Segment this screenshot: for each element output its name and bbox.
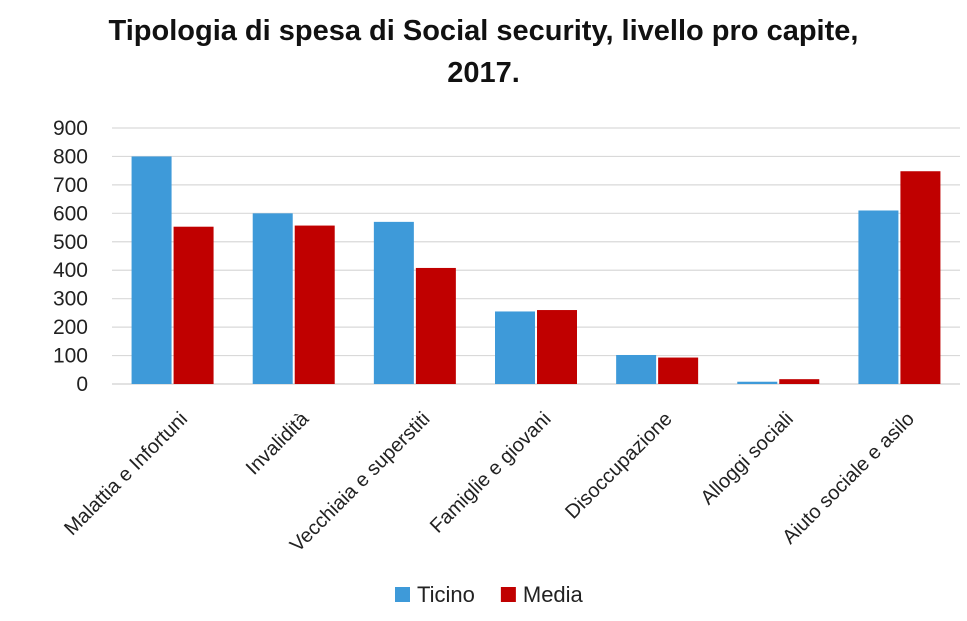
legend-label: Media — [523, 582, 584, 607]
bar-ticino — [131, 156, 172, 384]
x-category-label: Malattia e Infortuni — [60, 408, 192, 540]
y-tick-label: 100 — [53, 345, 88, 368]
bar-ticino — [373, 221, 414, 384]
chart-title: Tipologia di spesa di Social security, l… — [0, 10, 967, 94]
bar-ticino — [616, 354, 657, 384]
legend-item-media: Media — [500, 582, 584, 607]
legend-swatch — [395, 587, 410, 602]
bar-media — [294, 225, 335, 384]
x-category-label: Alloggi sociali — [697, 408, 798, 509]
bar-media — [173, 226, 214, 384]
bar-media — [900, 171, 941, 384]
y-tick-label: 800 — [53, 145, 88, 168]
y-tick-label: 200 — [53, 316, 88, 339]
x-category-label: Disoccupazione — [561, 408, 676, 523]
y-tick-label: 900 — [53, 117, 88, 140]
bars — [131, 156, 941, 384]
bar-ticino — [495, 311, 535, 384]
x-axis-category-labels: Malattia e Infortuni InvaliditàVecchiaia … — [60, 407, 919, 556]
legend-item-ticino: Ticino — [395, 582, 475, 607]
bar-media — [415, 267, 456, 384]
bar-ticino — [737, 381, 778, 384]
y-tick-label: 400 — [53, 259, 88, 282]
bar-media — [537, 310, 577, 384]
y-tick-label: 700 — [53, 174, 88, 197]
chart-title-line-1: Tipologia di spesa di Social security, l… — [108, 15, 859, 47]
bar-media — [779, 379, 820, 384]
bar-media — [658, 357, 699, 384]
x-category-label: Vecchiaia e superstiti — [286, 408, 434, 556]
y-tick-label: 300 — [53, 288, 88, 311]
y-axis-tick-labels: 0 100 200 300 400 500 600 700 800 900 — [53, 117, 88, 396]
x-category-label: Invalidità — [242, 407, 314, 479]
legend: Ticino Media — [395, 582, 584, 607]
chart-title-line-2: 2017. — [447, 57, 520, 89]
gridlines — [112, 127, 960, 385]
legend-label: Ticino — [417, 582, 475, 607]
x-category-label: Aiuto sociale e asilo — [778, 408, 919, 549]
y-tick-label: 0 — [76, 373, 88, 396]
legend-swatch — [500, 587, 516, 602]
x-category-label: Famiglie e giovani — [426, 408, 556, 538]
y-tick-label: 600 — [53, 202, 88, 225]
y-tick-label: 500 — [53, 231, 88, 254]
bar-ticino — [252, 213, 293, 384]
bar-ticino — [858, 210, 899, 384]
